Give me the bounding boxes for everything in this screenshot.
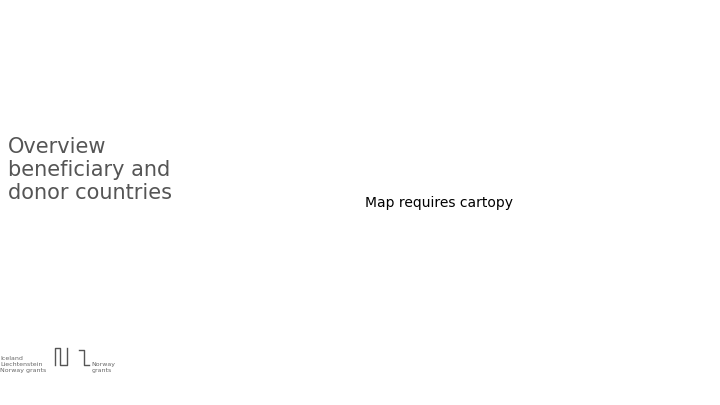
Text: Norway
grants: Norway grants <box>92 362 116 373</box>
Text: Map requires cartopy: Map requires cartopy <box>365 196 513 209</box>
Text: Overview
beneficiary and
donor countries: Overview beneficiary and donor countries <box>8 137 172 203</box>
Text: Iceland
Liechtenstein
Norway grants: Iceland Liechtenstein Norway grants <box>0 356 46 373</box>
